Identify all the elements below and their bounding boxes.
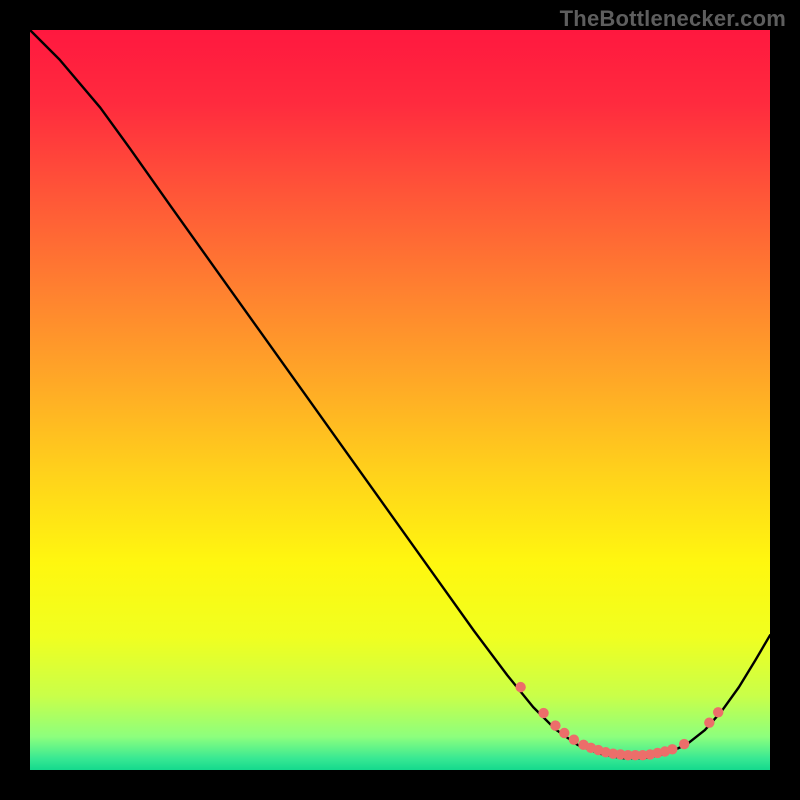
chart-frame: TheBottlenecker.com [0, 0, 800, 800]
curve-marker [713, 707, 723, 717]
gradient-background [30, 30, 770, 770]
curve-marker [704, 717, 714, 727]
curve-marker [559, 728, 569, 738]
bottleneck-chart [30, 30, 770, 770]
curve-marker [667, 744, 677, 754]
curve-marker [569, 734, 579, 744]
watermark-text: TheBottlenecker.com [560, 6, 786, 32]
curve-marker [550, 720, 560, 730]
curve-marker [515, 682, 525, 692]
curve-marker [538, 708, 548, 718]
curve-marker [679, 739, 689, 749]
